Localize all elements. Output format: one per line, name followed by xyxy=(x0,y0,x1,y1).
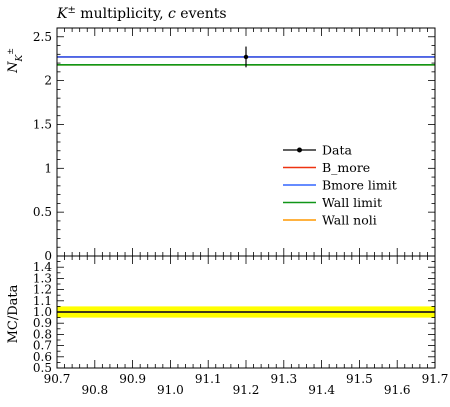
legend-entry: Wall noli xyxy=(283,213,377,228)
x-tick-label: 91.2 xyxy=(233,383,260,397)
y-axis-label: NK± xyxy=(6,48,26,74)
ratio-y-tick-label: 1.1 xyxy=(33,294,52,308)
ylabel-sub: K xyxy=(15,53,25,62)
legend-label: Wall noli xyxy=(322,213,377,228)
x-tick-label: 91.6 xyxy=(384,383,411,397)
ratio-y-axis-label: MC/Data xyxy=(6,284,21,343)
chart-title: K± multiplicity, c events xyxy=(56,5,227,23)
x-tick-label: 91.7 xyxy=(422,372,449,386)
title-sup: ± xyxy=(67,5,75,16)
x-tick-label: 91.3 xyxy=(270,372,297,386)
y-tick-label: 0 xyxy=(44,249,52,263)
ylabel-main: N xyxy=(6,61,21,74)
y-tick-label: 0.5 xyxy=(33,205,52,219)
ratio-y-tick-label: 0.5 xyxy=(33,361,52,375)
ratio-y-tick-label: 0.8 xyxy=(33,327,52,341)
title-middle: multiplicity, xyxy=(76,6,168,22)
ylabel-sup: ± xyxy=(6,48,15,55)
legend-label: Bmore limit xyxy=(322,178,397,193)
legend: Data B_more Bmore limit Wall limit Wall noli xyxy=(283,143,397,228)
x-tick-label: 91.5 xyxy=(346,372,373,386)
x-tick-label: 90.9 xyxy=(119,372,146,386)
x-tick-labels: 90.7 90.8 90.9 91.0 91.1 91.2 91.3 91.4 91.5 91.6… xyxy=(44,372,449,397)
legend-label: Data xyxy=(322,143,352,158)
legend-entry: Wall limit xyxy=(283,195,382,210)
y-tick-label: 2.5 xyxy=(33,30,52,44)
ratio-y-tick-label: 0.6 xyxy=(33,350,52,364)
legend-label: B_more xyxy=(322,160,370,175)
ratio-y-tick-label: 1.2 xyxy=(33,283,52,297)
ratio-y-tick-label: 1.0 xyxy=(33,305,52,319)
x-tick-label: 91.1 xyxy=(195,372,222,386)
ratio-y-tick-label: 1.4 xyxy=(33,260,52,274)
data-point xyxy=(243,54,249,60)
ratio-panel: 0.50.60.70.80.91.01.11.21.31.4 xyxy=(33,255,436,375)
x-tick-label: 90.7 xyxy=(44,372,71,386)
main-panel: 0 0.5 1 1.5 2 2.5 xyxy=(33,27,436,263)
title-prefix: K xyxy=(56,6,69,22)
title-suffix: events xyxy=(176,6,227,22)
legend-label: Wall limit xyxy=(322,195,382,210)
y-tick-label: 2 xyxy=(44,74,52,88)
legend-entry: Data xyxy=(283,143,352,158)
ratio-y-tick-label: 0.9 xyxy=(33,316,52,330)
legend-entry: Bmore limit xyxy=(283,178,397,193)
x-tick-label: 90.8 xyxy=(81,383,108,397)
ratio-y-tick-label: 1.3 xyxy=(33,271,52,285)
y-tick-label: 1.5 xyxy=(33,117,52,131)
x-tick-label: 91.0 xyxy=(157,383,184,397)
title-italic: c xyxy=(168,6,176,22)
ratio-y-tick-label: 0.7 xyxy=(33,339,52,353)
y-tick-label: 1 xyxy=(44,161,52,175)
legend-marker-data xyxy=(297,147,302,153)
legend-entry: B_more xyxy=(283,160,370,175)
x-tick-label: 91.4 xyxy=(308,383,335,397)
